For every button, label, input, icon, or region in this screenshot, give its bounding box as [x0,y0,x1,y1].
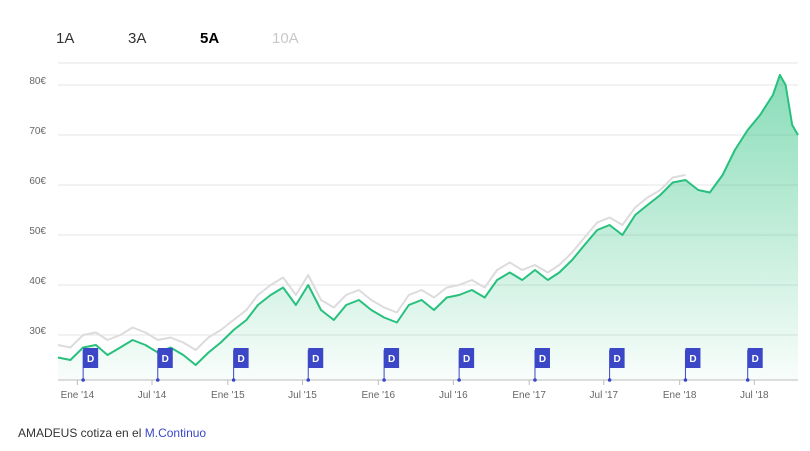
dividend-flag-label: D [312,354,319,365]
dividend-flag: D [81,348,99,382]
dividend-flag-dot [382,378,386,382]
x-tick-label: Jul '15 [288,390,317,401]
dividend-flag: D [231,348,249,382]
dividend-flag: D [745,348,763,382]
range-tab-5a[interactable]: 5A [200,30,220,47]
dividend-flag: D [683,348,701,382]
footer: AMADEUS cotiza en el M.Continuo [18,426,206,440]
dividend-flag-box [157,348,173,368]
y-tick-label: 60€ [29,176,46,187]
dividend-flag-dot [81,378,85,382]
dividend-flag-box [747,348,763,368]
range-tab-1a[interactable]: 1A [56,30,75,47]
x-tick-label: Ene '14 [61,390,95,401]
dividend-flag: D [155,348,173,382]
dividend-flag-label: D [388,354,395,365]
x-tick-label: Ene '16 [362,390,396,401]
dividend-flag-dot [533,378,537,382]
dividend-flag-dot [457,378,461,382]
x-axis: Ene '14 Jul '14 Ene '15 Jul '15 Ene '16 Jul '… [58,379,798,401]
x-tick-label: Ene '17 [512,390,546,401]
dividend-flag-label: D [87,354,94,365]
dividend-flag: D [306,348,324,382]
dividend-flag-dot [745,378,750,382]
dividend-flag-label: D [162,354,169,365]
dividend-flag-label: D [539,354,546,365]
dividend-flag-label: D [613,354,620,365]
dividend-flag-box [685,348,701,368]
dividend-flag: D [382,348,400,382]
dividend-flag: D [533,348,550,382]
dividend-flag-box [83,348,99,368]
x-tick-label: Jul '16 [439,390,468,401]
dividend-flag-box [384,348,400,368]
range-tab-10a: 10A [272,30,299,47]
market-link[interactable]: M.Continuo [144,426,207,440]
x-tick-label: Ene '15 [211,390,245,401]
dividend-flag-box [534,348,550,368]
dividend-flag-label: D [238,354,245,365]
dividend-flag-label: D [689,354,696,365]
y-tick-label: 80€ [29,76,46,87]
dividend-flag-dot [306,378,311,382]
series-lines [57,74,799,366]
range-tab-3a[interactable]: 3A [128,30,147,47]
dividend-flag-box [308,348,324,368]
dividend-flag-label: D [463,354,470,365]
x-tick-label: Jul '17 [590,390,619,401]
dividend-flag-dot [231,378,236,382]
dividend-flag: D [607,348,625,382]
x-tick-label: Jul '18 [740,390,769,401]
dividend-flag-box [233,348,249,368]
compare-series-line [57,174,686,351]
dividend-flag-box [609,348,625,368]
footer-text: AMADEUS cotiza en el [18,426,142,440]
range-tabs: 1A 3A 5A 10A [56,30,344,47]
y-tick-label: 70€ [29,126,46,137]
dividend-flag-dot [155,378,160,382]
y-tick-label: 40€ [29,276,46,287]
y-tick-label: 50€ [29,226,46,237]
dividend-flag-dot [607,378,612,382]
dividend-flag-label: D [752,354,759,365]
dividend-flag-box [459,348,475,368]
price-series-line [57,74,799,366]
x-tick-label: Jul '14 [138,390,167,401]
price-area-fill [58,75,798,380]
x-tick-label: Ene '18 [663,390,697,401]
price-chart: 30€ 40€ 50€ 60€ 70€ 80€ Ene '14 Jul '14 Ene '15… [29,62,799,401]
dividend-flag: D [457,348,475,382]
price-area [58,75,798,380]
y-tick-label: 30€ [29,326,46,337]
dividend-flag-dot [683,378,688,382]
